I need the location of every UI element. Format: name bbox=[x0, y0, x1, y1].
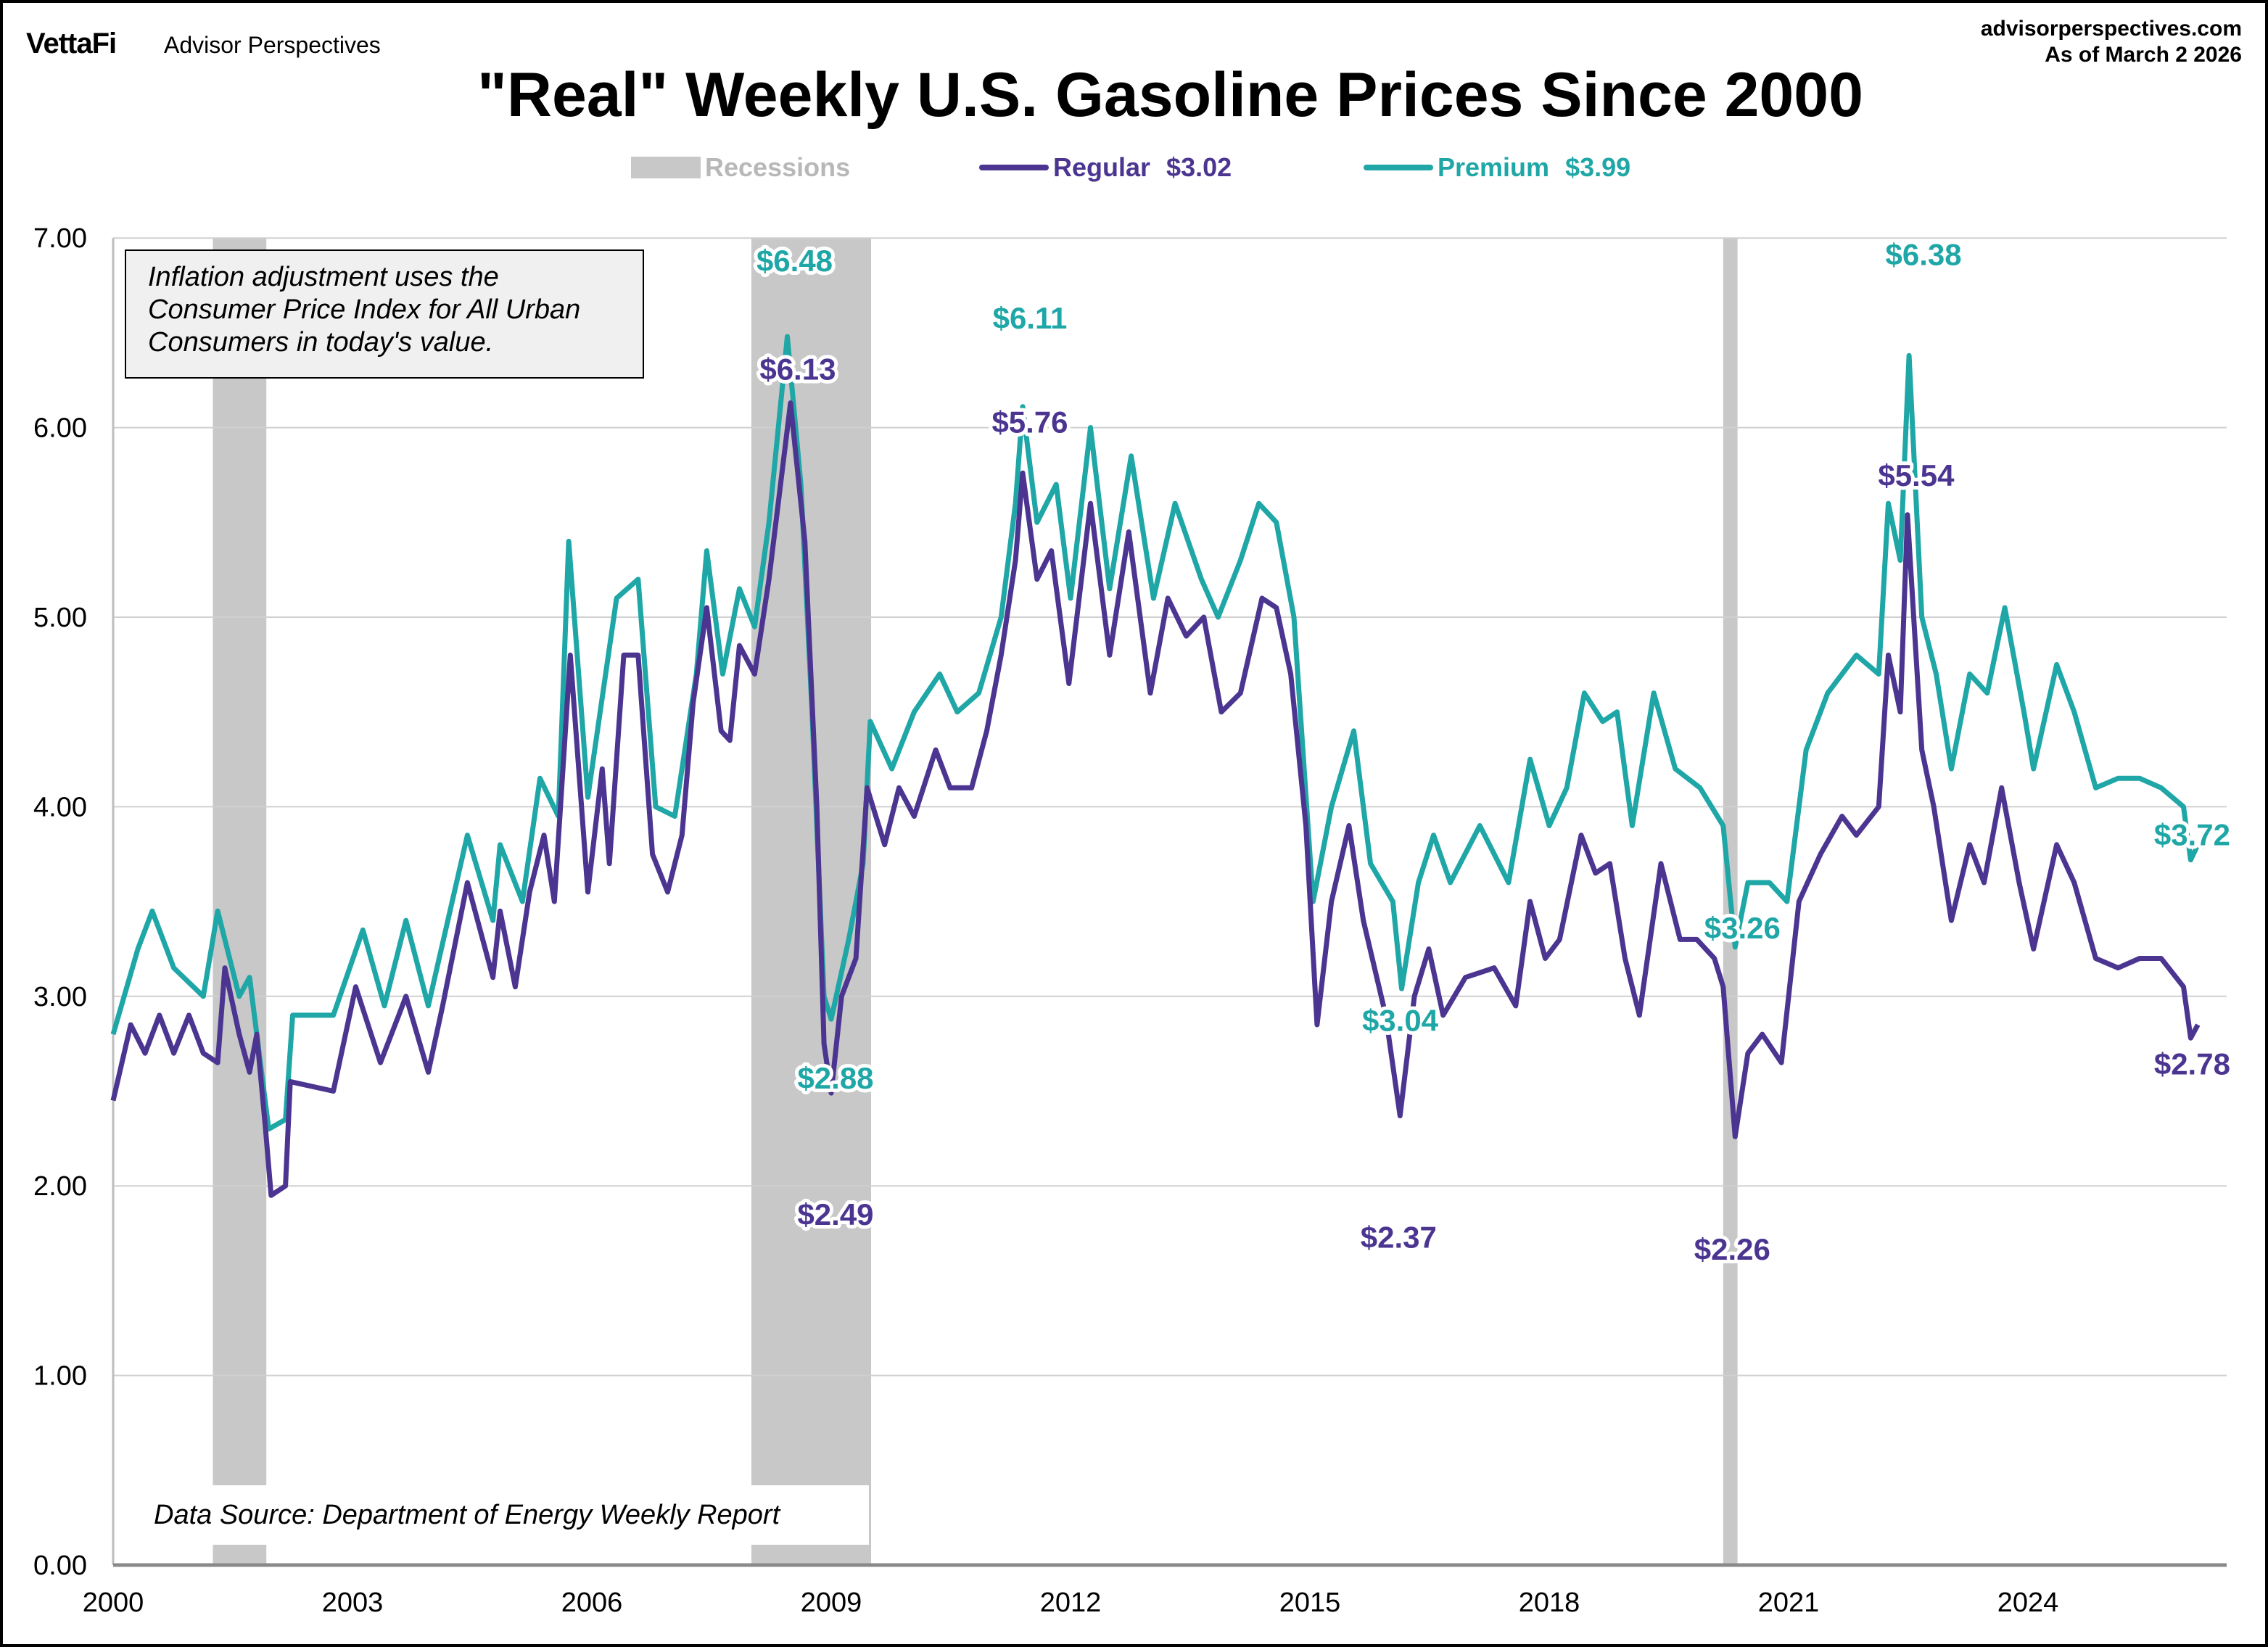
y-tick-label: 5.00 bbox=[33, 603, 87, 633]
x-tick-label: 2024 bbox=[1997, 1588, 2059, 1618]
legend-recessions-label: Recessions bbox=[705, 152, 851, 182]
recession-band bbox=[213, 238, 267, 1566]
x-tick-label: 2015 bbox=[1279, 1588, 1341, 1618]
legend-premium-label: Premium bbox=[1438, 152, 1550, 182]
y-tick-label: 0.00 bbox=[33, 1551, 87, 1581]
y-tick-label: 2.00 bbox=[33, 1171, 87, 1202]
y-tick-label: 1.00 bbox=[33, 1361, 87, 1392]
premium-swatch bbox=[1364, 165, 1433, 170]
x-tick-label: 2006 bbox=[561, 1588, 623, 1618]
recession-swatch bbox=[631, 157, 701, 178]
brand-subtitle: Advisor Perspectives bbox=[164, 32, 381, 58]
inflation-note: Inflation adjustment uses the Consumer P… bbox=[125, 249, 644, 379]
regular-swatch bbox=[979, 165, 1049, 170]
y-tick-label: 4.00 bbox=[33, 792, 87, 822]
site-url: advisorperspectives.com bbox=[1980, 17, 2242, 41]
vettafi-logo: VettaFi bbox=[26, 28, 117, 59]
x-tick-label: 2018 bbox=[1519, 1588, 1580, 1618]
x-tick-label: 2009 bbox=[801, 1588, 862, 1618]
legend-premium-value: $3.99 bbox=[1565, 152, 1631, 182]
as-of-date: As of March 2 2026 bbox=[2045, 43, 2242, 67]
series-line-regular bbox=[110, 400, 2201, 1198]
y-tick-label: 6.00 bbox=[33, 413, 87, 444]
legend-premium: Premium $3.99 bbox=[1364, 152, 1630, 183]
x-tick-label: 2012 bbox=[1040, 1588, 1102, 1618]
recession-band bbox=[751, 238, 871, 1566]
y-tick-label: 3.00 bbox=[33, 982, 87, 1012]
site-info: advisorperspectives.com As of March 2 20… bbox=[1981, 16, 2242, 68]
x-tick-label: 2003 bbox=[322, 1588, 384, 1618]
legend-regular-value: $3.02 bbox=[1166, 152, 1232, 182]
x-tick-label: 2021 bbox=[1758, 1588, 1820, 1618]
y-tick-label: 7.00 bbox=[33, 223, 87, 254]
series-line-premium bbox=[110, 334, 2201, 1132]
chart-title: "Real" Weekly U.S. Gasoline Prices Since… bbox=[477, 60, 1863, 130]
data-source-note: Data Source: Department of Energy Weekly… bbox=[138, 1485, 869, 1545]
legend-regular-label: Regular bbox=[1053, 152, 1151, 182]
legend-regular: Regular $3.02 bbox=[979, 152, 1232, 183]
x-tick-label: 2000 bbox=[83, 1588, 144, 1618]
legend-recessions: Recessions bbox=[631, 152, 850, 183]
